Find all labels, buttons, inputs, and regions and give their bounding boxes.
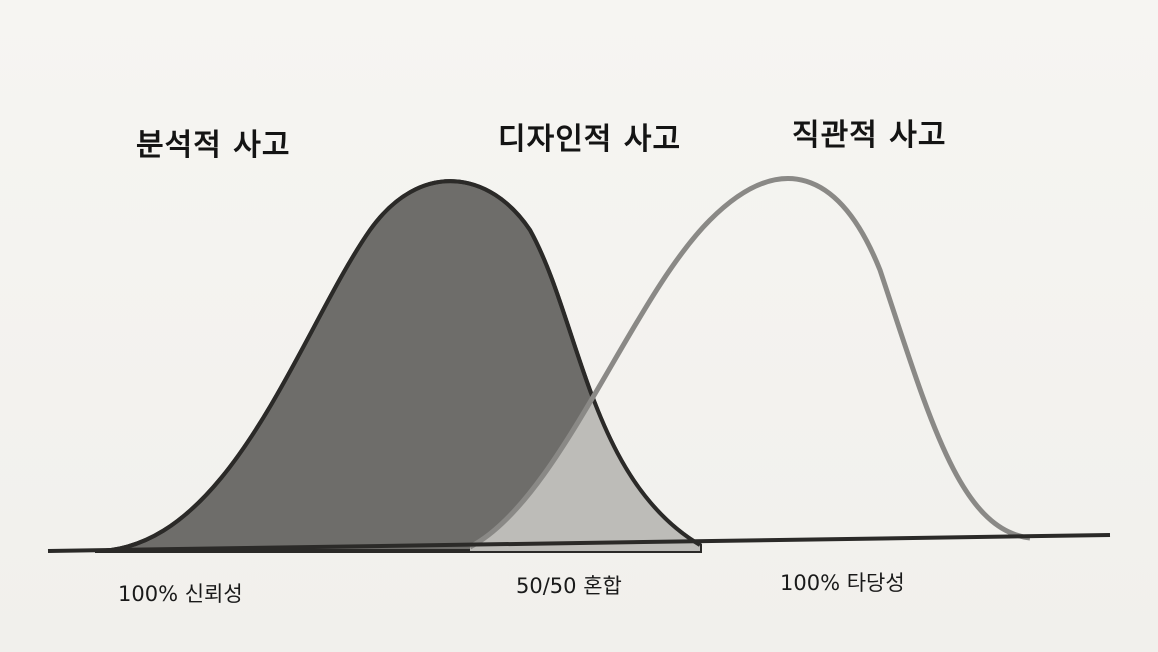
design-thinking-label: 디자인적 사고 <box>498 122 682 157</box>
mixed-caption: 50/50 혼합 <box>516 574 622 598</box>
baseline <box>47 533 1111 553</box>
intuitive-thinking-curve <box>468 176 1031 550</box>
intuitive-thinking-label: 직관적 사고 <box>792 118 947 153</box>
reliability-caption: 100% 신뢰성 <box>118 582 243 606</box>
analytical-thinking-label: 분석적 사고 <box>136 128 291 163</box>
validity-caption: 100% 타당성 <box>780 571 905 595</box>
overlap-region <box>470 181 700 551</box>
